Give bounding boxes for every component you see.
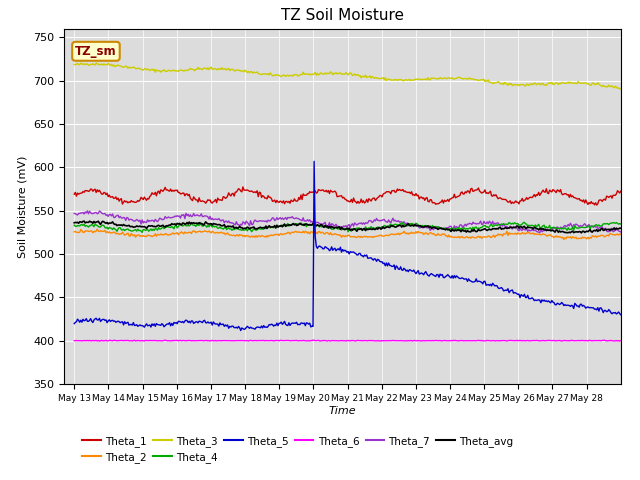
Theta_3 (70, 61, 78, 67)
Theta_5 (606, 308, 614, 313)
Theta_6 (332, 338, 340, 344)
Line: Theta_5: Theta_5 (74, 161, 621, 331)
Theta_2 (617, 231, 625, 237)
Theta_4 (334, 226, 342, 232)
Theta_2 (70, 229, 78, 235)
Theta_7 (520, 226, 527, 232)
Theta_1 (367, 198, 375, 204)
Theta_6 (70, 338, 78, 344)
Theta_6 (606, 338, 614, 344)
Theta_4 (617, 221, 625, 227)
Theta_4 (397, 220, 404, 226)
Theta_avg (70, 220, 78, 226)
Theta_4 (520, 219, 528, 225)
Line: Theta_3: Theta_3 (74, 63, 621, 89)
Theta_6 (617, 338, 625, 344)
Theta_1 (334, 193, 342, 199)
Theta_7 (536, 230, 543, 236)
Theta_5 (70, 321, 78, 326)
Line: Theta_7: Theta_7 (74, 211, 621, 233)
Title: TZ Soil Moisture: TZ Soil Moisture (281, 9, 404, 24)
Theta_avg (334, 225, 342, 230)
Theta_3 (605, 83, 612, 88)
Legend: Theta_1, Theta_2, Theta_3, Theta_4, Theta_5, Theta_6, Theta_7, Theta_avg: Theta_1, Theta_2, Theta_3, Theta_4, Thet… (78, 432, 518, 467)
Theta_7 (334, 223, 342, 229)
Theta_6 (309, 337, 317, 343)
Theta_3 (397, 77, 404, 83)
Theta_2 (606, 230, 614, 236)
Theta_4 (138, 229, 146, 235)
Theta_1 (331, 188, 339, 194)
Theta_5 (617, 312, 625, 318)
Line: Theta_2: Theta_2 (74, 229, 621, 240)
Y-axis label: Soil Moisture (mV): Soil Moisture (mV) (17, 155, 28, 258)
Theta_5 (398, 267, 406, 273)
Theta_avg (331, 225, 339, 231)
Theta_avg (367, 227, 375, 232)
Theta_avg (520, 224, 527, 229)
Theta_1 (239, 184, 247, 190)
Theta_3 (334, 71, 342, 76)
Theta_5 (520, 291, 528, 297)
Theta_1 (606, 193, 614, 199)
Theta_avg (80, 218, 88, 224)
Theta_7 (70, 211, 78, 216)
Theta_avg (617, 226, 625, 231)
Theta_6 (369, 337, 376, 343)
Theta_7 (397, 219, 404, 225)
Theta_3 (331, 71, 339, 77)
Theta_4 (331, 225, 339, 230)
Theta_1 (520, 198, 527, 204)
Theta_4 (70, 222, 78, 228)
Theta_avg (606, 228, 614, 233)
Theta_4 (606, 221, 614, 227)
Theta_5 (237, 328, 244, 334)
Theta_2 (397, 231, 404, 237)
Theta_7 (331, 222, 339, 228)
Theta_1 (397, 188, 404, 193)
Theta_5 (332, 248, 340, 253)
Theta_3 (520, 82, 527, 87)
Theta_7 (367, 218, 375, 224)
Theta_4 (520, 220, 527, 226)
Theta_3 (367, 75, 375, 81)
Theta_5 (369, 256, 376, 262)
Theta_7 (84, 208, 92, 214)
Line: Theta_6: Theta_6 (74, 340, 621, 341)
Theta_5 (335, 247, 343, 253)
Theta_2 (331, 231, 339, 237)
Theta_2 (93, 227, 101, 232)
Theta_3 (617, 86, 625, 92)
Theta_2 (367, 234, 375, 240)
Theta_2 (334, 232, 342, 238)
Theta_2 (560, 237, 568, 242)
Theta_1 (70, 192, 78, 197)
Theta_6 (335, 338, 343, 344)
X-axis label: Time: Time (328, 406, 356, 416)
Theta_7 (617, 229, 625, 235)
Theta_5 (310, 158, 318, 164)
Line: Theta_avg: Theta_avg (74, 221, 621, 233)
Line: Theta_1: Theta_1 (74, 187, 621, 205)
Theta_avg (397, 223, 404, 228)
Theta_2 (520, 231, 527, 237)
Theta_6 (95, 338, 103, 344)
Theta_avg (577, 230, 585, 236)
Theta_6 (520, 338, 528, 344)
Theta_4 (367, 224, 375, 229)
Theta_1 (617, 188, 625, 194)
Theta_1 (593, 202, 600, 208)
Theta_7 (606, 226, 614, 232)
Line: Theta_4: Theta_4 (74, 222, 621, 232)
Theta_3 (92, 60, 100, 66)
Theta_6 (398, 338, 406, 344)
Text: TZ_sm: TZ_sm (75, 45, 116, 58)
